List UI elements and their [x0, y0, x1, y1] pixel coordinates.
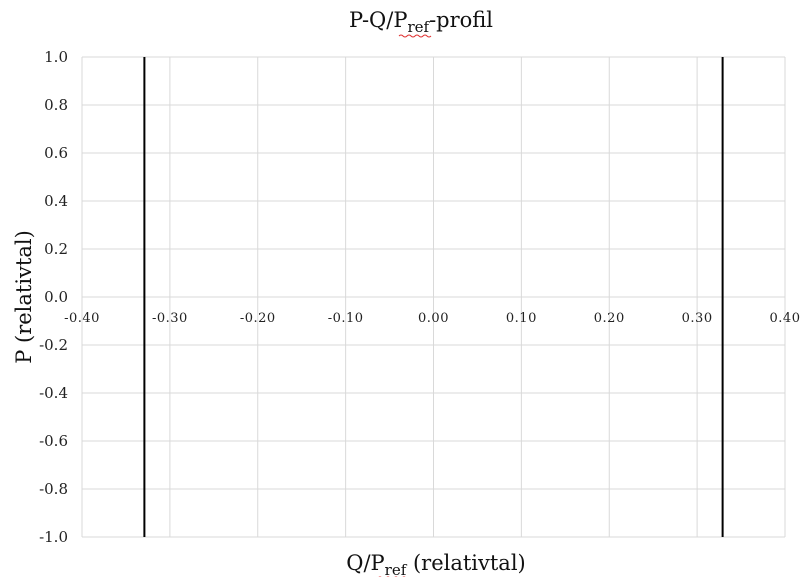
y-tick-label: 1.0 [44, 48, 68, 66]
y-tick-label: -1.0 [39, 528, 68, 546]
x-tick-label: 0.10 [506, 311, 537, 326]
x-tick-label: -0.30 [152, 311, 188, 326]
x-axis-label-main: Q/P [346, 551, 384, 575]
x-tick-label: -0.40 [64, 311, 100, 326]
x-tick-label: -0.10 [328, 311, 364, 326]
y-tick-label: 0.2 [44, 240, 68, 258]
x-axis-label: Q/Pref (relativtal) [346, 551, 526, 577]
x-tick-label: -0.20 [240, 311, 276, 326]
y-tick-label: 0.4 [44, 192, 68, 210]
y-tick-label: 0.8 [44, 96, 68, 114]
y-tick-labels: 1.0 0.8 0.6 0.4 0.2 0.0 -0.2 -0.4 -0.6 -0.8 -1.0 [39, 48, 68, 546]
x-tick-label: 0.20 [594, 311, 625, 326]
chart-title-subscript: ref [407, 18, 430, 36]
title-spellcheck-underline [398, 34, 432, 38]
x-axis-label-suffix: (relativtal) [406, 551, 525, 575]
x-tick-label: 0.00 [418, 311, 449, 326]
x-tick-label: 0.30 [682, 311, 713, 326]
y-tick-label: -0.4 [39, 384, 68, 402]
chart-title-suffix: -profil [429, 8, 493, 32]
grid [81, 56, 786, 538]
x-axis-label-subscript: ref [385, 561, 408, 577]
y-tick-label: 0.0 [44, 288, 68, 306]
x-tick-labels: -0.40 -0.30 -0.20 -0.10 0.00 0.10 0.20 0.30 0.40 [64, 311, 800, 326]
y-tick-label: -0.6 [39, 432, 68, 450]
y-tick-label: -0.2 [39, 336, 68, 354]
y-axis-label: P (relativtal) [12, 230, 36, 364]
chart-title-main: P-Q/P [349, 8, 408, 32]
chart-title: P-Q/Pref-profil [349, 8, 493, 36]
y-tick-label: -0.8 [39, 480, 68, 498]
x-tick-label: 0.40 [770, 311, 801, 326]
series-lines [143, 57, 724, 537]
y-tick-label: 0.6 [44, 144, 68, 162]
